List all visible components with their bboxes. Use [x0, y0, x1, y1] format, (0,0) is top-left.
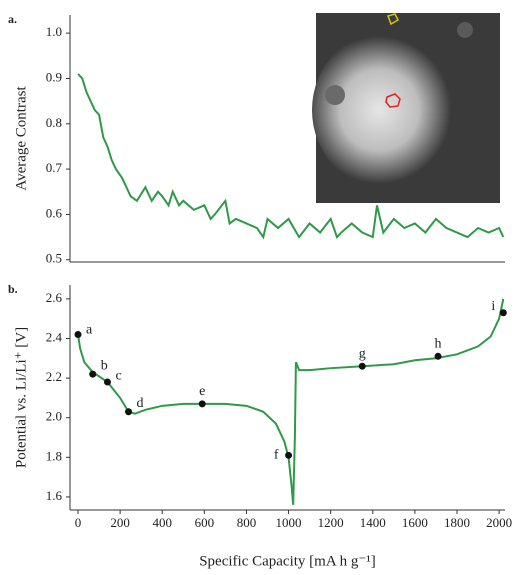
- y-tick-label: 0.6: [46, 205, 63, 220]
- point-label: e: [199, 384, 205, 399]
- x-axis-label: Specific Capacity [mA h g⁻¹]: [199, 553, 376, 569]
- x-tick-label: 0: [75, 515, 82, 530]
- state-point: [434, 352, 442, 360]
- y-tick-label: 2.6: [46, 290, 63, 305]
- data-line: [77, 73, 505, 240]
- point-label: c: [115, 368, 121, 383]
- state-point: [125, 408, 133, 416]
- x-tick-label: 1600: [402, 515, 428, 530]
- y-axis-label: Average Contrast: [13, 86, 29, 191]
- point-label: h: [435, 337, 442, 352]
- x-tick-label: 1400: [360, 515, 386, 530]
- y-tick-label: 0.9: [46, 69, 62, 84]
- y-tick-label: 2.4: [46, 329, 63, 344]
- inset-image: [312, 13, 500, 203]
- y-tick-label: 2.0: [46, 409, 62, 424]
- x-tick-label: 400: [152, 515, 172, 530]
- y-tick-label: 1.8: [46, 448, 62, 463]
- state-point: [103, 378, 111, 386]
- state-point: [499, 309, 507, 317]
- y-axis-label: Potential vs. Li/Li⁺ [V]: [13, 327, 29, 468]
- x-tick-label: 1200: [318, 515, 344, 530]
- x-tick-label: 200: [110, 515, 130, 530]
- x-tick-label: 2000: [486, 515, 512, 530]
- y-tick-label: 1.0: [46, 24, 62, 39]
- panel-label: a.: [8, 12, 17, 26]
- y-tick-label: 0.7: [46, 160, 63, 175]
- point-label: b: [101, 358, 108, 373]
- y-tick-label: 0.5: [46, 251, 62, 266]
- point-label: a: [86, 323, 93, 338]
- x-tick-label: 800: [237, 515, 257, 530]
- point-label: i: [491, 299, 495, 314]
- y-tick-label: 0.8: [46, 115, 62, 130]
- point-label: f: [274, 448, 279, 463]
- state-point: [285, 451, 293, 459]
- x-tick-label: 1000: [276, 515, 302, 530]
- y-tick-label: 2.2: [46, 369, 62, 384]
- data-line: [77, 298, 505, 505]
- point-label: d: [137, 396, 144, 411]
- point-label: g: [359, 346, 366, 361]
- panel-label: b.: [8, 282, 18, 296]
- y-tick-label: 1.6: [46, 488, 63, 503]
- x-tick-label: 600: [195, 515, 215, 530]
- state-point: [89, 370, 97, 378]
- state-point: [198, 400, 206, 408]
- state-point: [358, 362, 366, 370]
- x-tick-label: 1800: [444, 515, 470, 530]
- state-point: [74, 331, 82, 339]
